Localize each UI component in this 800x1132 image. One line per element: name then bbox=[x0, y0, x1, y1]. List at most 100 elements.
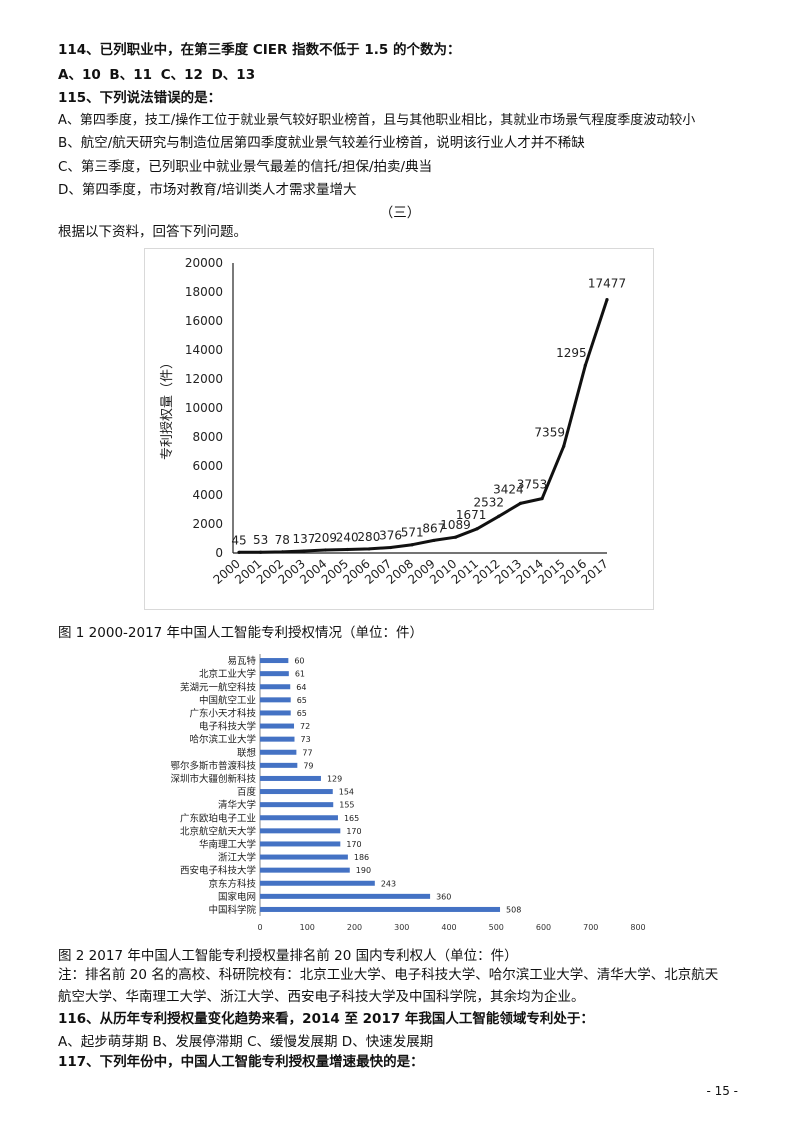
bar-value-label: 72 bbox=[300, 722, 310, 731]
x-tick-label: 700 bbox=[583, 923, 598, 932]
data-point bbox=[388, 545, 393, 550]
data-point bbox=[237, 550, 241, 554]
bar bbox=[260, 736, 295, 742]
category-label: 中国科学院 bbox=[208, 904, 256, 916]
bar-value-label: 186 bbox=[354, 853, 369, 862]
data-label: 17477 bbox=[588, 277, 626, 291]
figure-2-caption: 图 2 2017 年中国人工智能专利授权量排名前 20 国内专利权人（单位：件） bbox=[58, 948, 518, 964]
category-label: 广东欧珀电子工业 bbox=[180, 812, 256, 824]
x-tick-label: 500 bbox=[489, 923, 504, 932]
x-tick-label: 800 bbox=[630, 923, 645, 932]
bar bbox=[260, 867, 350, 873]
x-tick-label: 300 bbox=[394, 923, 409, 932]
data-label: 7359 bbox=[534, 425, 565, 439]
y-tick-label: 4000 bbox=[192, 488, 223, 502]
bar-value-label: 360 bbox=[436, 892, 451, 901]
data-label: 53 bbox=[253, 533, 268, 547]
category-label: 西安电子科技大学 bbox=[180, 865, 256, 877]
bar bbox=[260, 749, 297, 755]
bar-value-label: 165 bbox=[344, 814, 359, 823]
data-point bbox=[605, 297, 609, 302]
category-label: 联想 bbox=[237, 747, 257, 759]
bar-value-label: 73 bbox=[300, 735, 310, 744]
category-label: 北京航空航天大学 bbox=[180, 825, 256, 837]
q117-stem: 117、下列年份中，中国人工智能专利授权量增速最快的是： bbox=[58, 1054, 424, 1070]
bar bbox=[260, 723, 295, 729]
data-point bbox=[562, 444, 566, 448]
bar-value-label: 170 bbox=[346, 827, 361, 836]
bar bbox=[260, 906, 501, 912]
data-point bbox=[323, 548, 328, 552]
data-label: 3753 bbox=[517, 478, 548, 492]
q116-stem: 116、从历年专利授权量变化趋势来看，2014 至 2017 年我国人工智能领域… bbox=[58, 1011, 594, 1027]
q115-option-a: A、第四季度，技工/操作工位于就业景气较好职业榜首，且与其他职业相比，其就业市场… bbox=[58, 113, 696, 128]
category-label: 深圳市大疆创新科技 bbox=[170, 773, 256, 785]
data-label: 867 bbox=[422, 521, 445, 535]
bar-value-label: 64 bbox=[296, 683, 306, 692]
category-label: 中国航空工业 bbox=[199, 694, 256, 706]
bar bbox=[260, 710, 291, 716]
figure-1-caption: 图 1 2000-2017 年中国人工智能专利授权情况（单位：件） bbox=[58, 625, 424, 641]
q114-stem: 114、已列职业中，在第三季度 CIER 指数不低于 1.5 的个数为： bbox=[58, 42, 461, 58]
bar-value-label: 155 bbox=[339, 801, 354, 810]
y-tick-label: 10000 bbox=[185, 401, 223, 415]
bar-value-label: 61 bbox=[295, 670, 305, 679]
y-tick-label: 18000 bbox=[185, 285, 223, 299]
bar bbox=[260, 789, 333, 795]
data-label: 2532 bbox=[473, 495, 504, 509]
data-point bbox=[302, 549, 306, 553]
q116-options: A、起步萌芽期 B、发展停滞期 C、缓慢发展期 D、快速发展期 bbox=[58, 1034, 434, 1050]
data-point bbox=[259, 550, 263, 554]
bar bbox=[260, 697, 291, 703]
bar-value-label: 508 bbox=[506, 905, 521, 914]
data-point bbox=[432, 538, 436, 543]
q115-option-b: B、航空/航天研究与制造位居第四季度就业景气较差行业榜首，说明该行业人才并不稀缺 bbox=[58, 135, 585, 151]
category-label: 易瓦特 bbox=[227, 655, 256, 667]
patent-line-chart: 0 2000 4000 6000 8000 10000 12000 14000 16000 180… bbox=[159, 256, 626, 587]
data-point bbox=[367, 547, 371, 551]
section-intro: 根据以下资料，回答下列问题。 bbox=[58, 224, 247, 240]
bar-value-label: 129 bbox=[327, 774, 342, 783]
bar-value-label: 79 bbox=[303, 761, 313, 770]
patent-holder-bar-chart: 0 100 200 300 400 500 600 700 800 易瓦特 60 北京工业大学 61 芜湖… bbox=[170, 654, 646, 932]
category-label: 北京工业大学 bbox=[199, 668, 256, 680]
y-tick-label: 12000 bbox=[185, 372, 223, 386]
bar bbox=[260, 658, 289, 664]
data-point bbox=[475, 527, 479, 531]
note-line-2: 航空大学、华南理工大学、浙江大学、西安电子科技大学及中国科学院，其余均为企业。 bbox=[58, 989, 585, 1005]
data-label: 571 bbox=[401, 526, 424, 540]
y-tick-label: 14000 bbox=[185, 343, 223, 357]
bar bbox=[260, 775, 321, 781]
data-label: 209 bbox=[314, 531, 337, 545]
x-tick-label: 0 bbox=[257, 923, 262, 932]
data-point bbox=[345, 547, 349, 552]
q115-stem: 115、下列说法错误的是： bbox=[58, 90, 222, 106]
note-line-1: 注：排名前 20 名的高校、科研院校有：北京工业大学、电子科技大学、哈尔滨工业大… bbox=[58, 967, 719, 983]
bar bbox=[260, 815, 338, 821]
category-label: 百度 bbox=[237, 786, 257, 798]
x-tick-label: 600 bbox=[536, 923, 551, 932]
data-label: 3424 bbox=[493, 482, 524, 496]
bar bbox=[260, 762, 298, 768]
y-tick-label: 2000 bbox=[192, 517, 223, 531]
data-label: 376 bbox=[379, 529, 402, 543]
y-axis-title: 专利授权量（件） bbox=[159, 356, 175, 460]
data-point bbox=[518, 501, 523, 505]
bar-value-label: 154 bbox=[339, 788, 354, 797]
data-label: 137 bbox=[292, 532, 315, 546]
category-label: 芜湖元一航空科技 bbox=[180, 681, 257, 693]
x-tick-label: 200 bbox=[347, 923, 362, 932]
category-label: 电子科技大学 bbox=[199, 721, 256, 733]
series-line bbox=[238, 299, 609, 554]
category-label: 浙江大学 bbox=[218, 852, 256, 864]
bar-value-label: 60 bbox=[294, 657, 304, 666]
data-label: 1089 bbox=[440, 518, 471, 532]
figure-2-bar-chart: 0 100 200 300 400 500 600 700 800 易瓦特 60 北京工业大学 61 芜湖… bbox=[144, 646, 660, 936]
section-title: （三） bbox=[379, 205, 421, 221]
bar-value-label: 65 bbox=[297, 709, 307, 718]
bar bbox=[260, 854, 348, 860]
category-label: 国家电网 bbox=[218, 891, 256, 903]
y-tick-label: 0 bbox=[215, 546, 223, 560]
bar bbox=[260, 880, 375, 886]
bar bbox=[260, 684, 291, 690]
